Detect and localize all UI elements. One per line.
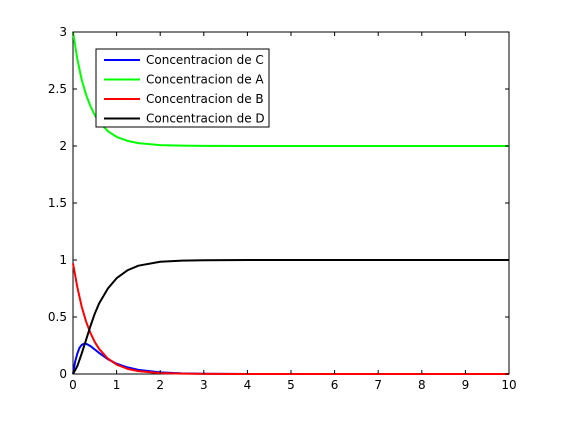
x-tick-label: 1 — [113, 378, 121, 392]
x-tick-label: 3 — [200, 378, 208, 392]
y-tick-label: 3 — [59, 25, 67, 39]
axis-ticks: 0 1 2 3 4 5 6 7 8 9 10 0 0.5 1 1.5 2 2.5 3 — [48, 25, 517, 392]
y-tick-label: 2 — [59, 139, 67, 153]
x-tick-label: 6 — [331, 378, 339, 392]
legend-label-3: Concentracion de B — [146, 92, 264, 106]
legend: Concentracion de C Concentracion de A Conc… — [95, 48, 270, 128]
series-line-4 — [72, 259, 509, 375]
x-tick-label: 2 — [156, 378, 164, 392]
legend-label-1: Concentracion de C — [146, 53, 264, 67]
x-tick-label: 8 — [418, 378, 426, 392]
x-tick-label: 10 — [501, 378, 516, 392]
legend-box — [95, 48, 270, 128]
series-layer — [72, 31, 509, 375]
y-tick-label: 1.5 — [48, 196, 67, 210]
x-tick-label: 7 — [374, 378, 382, 392]
legend-label-4: Concentracion de D — [146, 112, 265, 126]
legend-label-2: Concentracion de A — [146, 73, 264, 87]
y-tick-label: 0.5 — [48, 310, 67, 324]
series-line-2 — [72, 31, 509, 147]
x-tick-label: 9 — [462, 378, 470, 392]
y-tick-label: 0 — [59, 367, 67, 381]
y-tick-label: 1 — [59, 253, 67, 267]
x-tick-label: 5 — [287, 378, 295, 392]
x-tick-label: 0 — [69, 378, 77, 392]
x-tick-label: 4 — [244, 378, 252, 392]
y-tick-label: 2.5 — [48, 82, 67, 96]
